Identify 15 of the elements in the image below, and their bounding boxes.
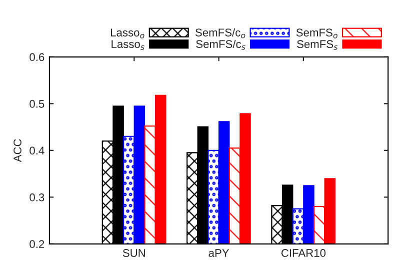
x-tick-label: SUN	[122, 249, 145, 257]
y-tick-label: 0.6	[30, 53, 44, 62]
legend-label: SemFS/c$_{o}$	[195, 28, 246, 38]
y-tick-label: 0.3	[30, 193, 44, 202]
legend-label: SemFS/c$_{s}$	[196, 40, 246, 50]
y-axis-title: ACC	[14, 139, 22, 162]
legend-label: Lasso$_{s}$	[112, 40, 144, 50]
legend-label: SemFS$_{o}$	[296, 28, 338, 38]
y-tick-label: 0.5	[30, 100, 44, 108]
legend-label: Lasso$_{o}$	[110, 28, 144, 38]
y-tick-label: 0.4	[30, 146, 44, 155]
x-tick-label: aPY	[208, 249, 230, 257]
y-tick-label: 0.2	[30, 240, 44, 248]
legend-label: SemFS$_{s}$	[297, 40, 338, 50]
x-tick-label: CIFAR10	[281, 249, 326, 257]
